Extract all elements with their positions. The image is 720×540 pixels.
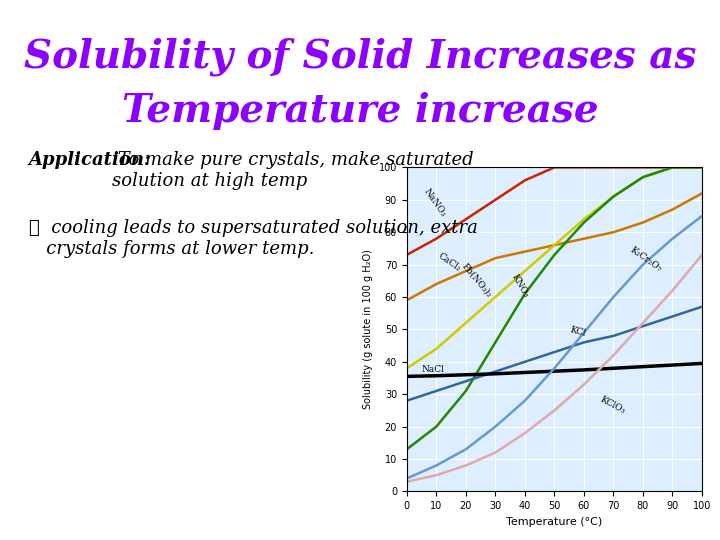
Text: Pb(NO₃)₂: Pb(NO₃)₂ <box>460 261 493 299</box>
Text: Application:: Application: <box>29 151 151 169</box>
Text: Temperature increase: Temperature increase <box>122 92 598 130</box>
Text: KNO₃: KNO₃ <box>510 272 531 299</box>
Text: NaCl: NaCl <box>421 364 444 374</box>
Text: NaNO₃: NaNO₃ <box>421 186 447 218</box>
Text: Solubility of Solid Increases as: Solubility of Solid Increases as <box>24 38 696 76</box>
Text: CaCl₂: CaCl₂ <box>436 251 462 273</box>
Text: KClO₃: KClO₃ <box>599 395 627 416</box>
Text: K₂Cr₂O₇: K₂Cr₂O₇ <box>628 245 663 273</box>
Text: ✓  cooling leads to supersaturated solution, extra
   crystals forms at lower te: ✓ cooling leads to supersaturated soluti… <box>29 219 477 258</box>
Text: KCl: KCl <box>569 325 588 338</box>
Y-axis label: Solubility (g solute in 100 g H₂O): Solubility (g solute in 100 g H₂O) <box>363 249 373 409</box>
X-axis label: Temperature (°C): Temperature (°C) <box>506 517 603 526</box>
Text: To make pure crystals, make saturated
solution at high temp: To make pure crystals, make saturated so… <box>112 151 473 190</box>
